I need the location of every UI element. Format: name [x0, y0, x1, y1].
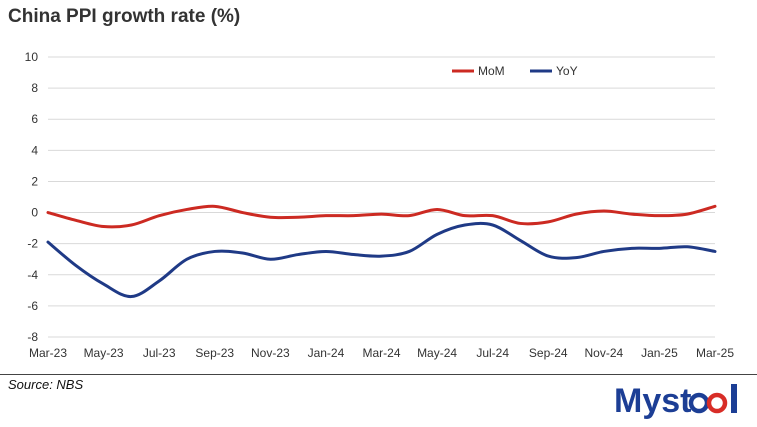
source-note: Source: NBS — [8, 377, 84, 392]
logo-e1 — [688, 392, 710, 414]
logo-l — [731, 384, 737, 413]
legend: MoM YoY — [452, 64, 578, 78]
x-tick-label: Nov-23 — [251, 346, 290, 360]
y-tick-label: 4 — [31, 143, 38, 157]
y-tick-label: 10 — [25, 50, 39, 64]
line-chart: -8 -6 -4 -2 0 2 4 6 8 10 Mar-23 May-23 Jul-23 Sep-23… — [25, 50, 735, 360]
y-tick-label: 0 — [31, 206, 38, 220]
x-tick-label: May-24 — [417, 346, 457, 360]
y-tick-label: -8 — [27, 330, 38, 344]
x-tick-label: Jul-23 — [143, 346, 176, 360]
logo-wordmark: Myst — [614, 382, 691, 420]
logo-e2 — [706, 392, 728, 414]
x-tick-label: Mar-25 — [696, 346, 734, 360]
x-tick-label: Nov-24 — [584, 346, 623, 360]
series-line-mom — [46, 204, 717, 229]
gridlines — [48, 56, 715, 338]
footer-divider — [0, 374, 757, 375]
legend-label-mom: MoM — [478, 64, 505, 78]
y-tick-label: -4 — [27, 268, 38, 282]
series-line-yoy — [46, 221, 717, 299]
y-tick-label: -6 — [27, 299, 38, 313]
x-tick-label: May-23 — [84, 346, 124, 360]
x-tick-label: Jan-24 — [308, 346, 345, 360]
chart-title: China PPI growth rate (%) — [8, 6, 241, 27]
x-axis-ticks: Mar-23 May-23 Jul-23 Sep-23 Nov-23 Jan-24 Mar-… — [29, 346, 734, 360]
y-axis-ticks: -8 -6 -4 -2 0 2 4 6 8 10 — [25, 50, 39, 344]
x-tick-label: Jan-25 — [641, 346, 678, 360]
x-tick-label: Mar-23 — [29, 346, 67, 360]
mysteel-logo: Myst — [614, 382, 737, 420]
y-tick-label: 8 — [31, 81, 38, 95]
legend-label-yoy: YoY — [556, 64, 578, 78]
series-lines — [46, 204, 717, 299]
x-tick-label: Sep-23 — [195, 346, 234, 360]
x-tick-label: Sep-24 — [529, 346, 568, 360]
x-tick-label: Mar-24 — [362, 346, 400, 360]
x-tick-label: Jul-24 — [476, 346, 509, 360]
y-tick-label: 2 — [31, 174, 38, 188]
y-tick-label: -2 — [27, 237, 38, 251]
y-tick-label: 6 — [31, 112, 38, 126]
